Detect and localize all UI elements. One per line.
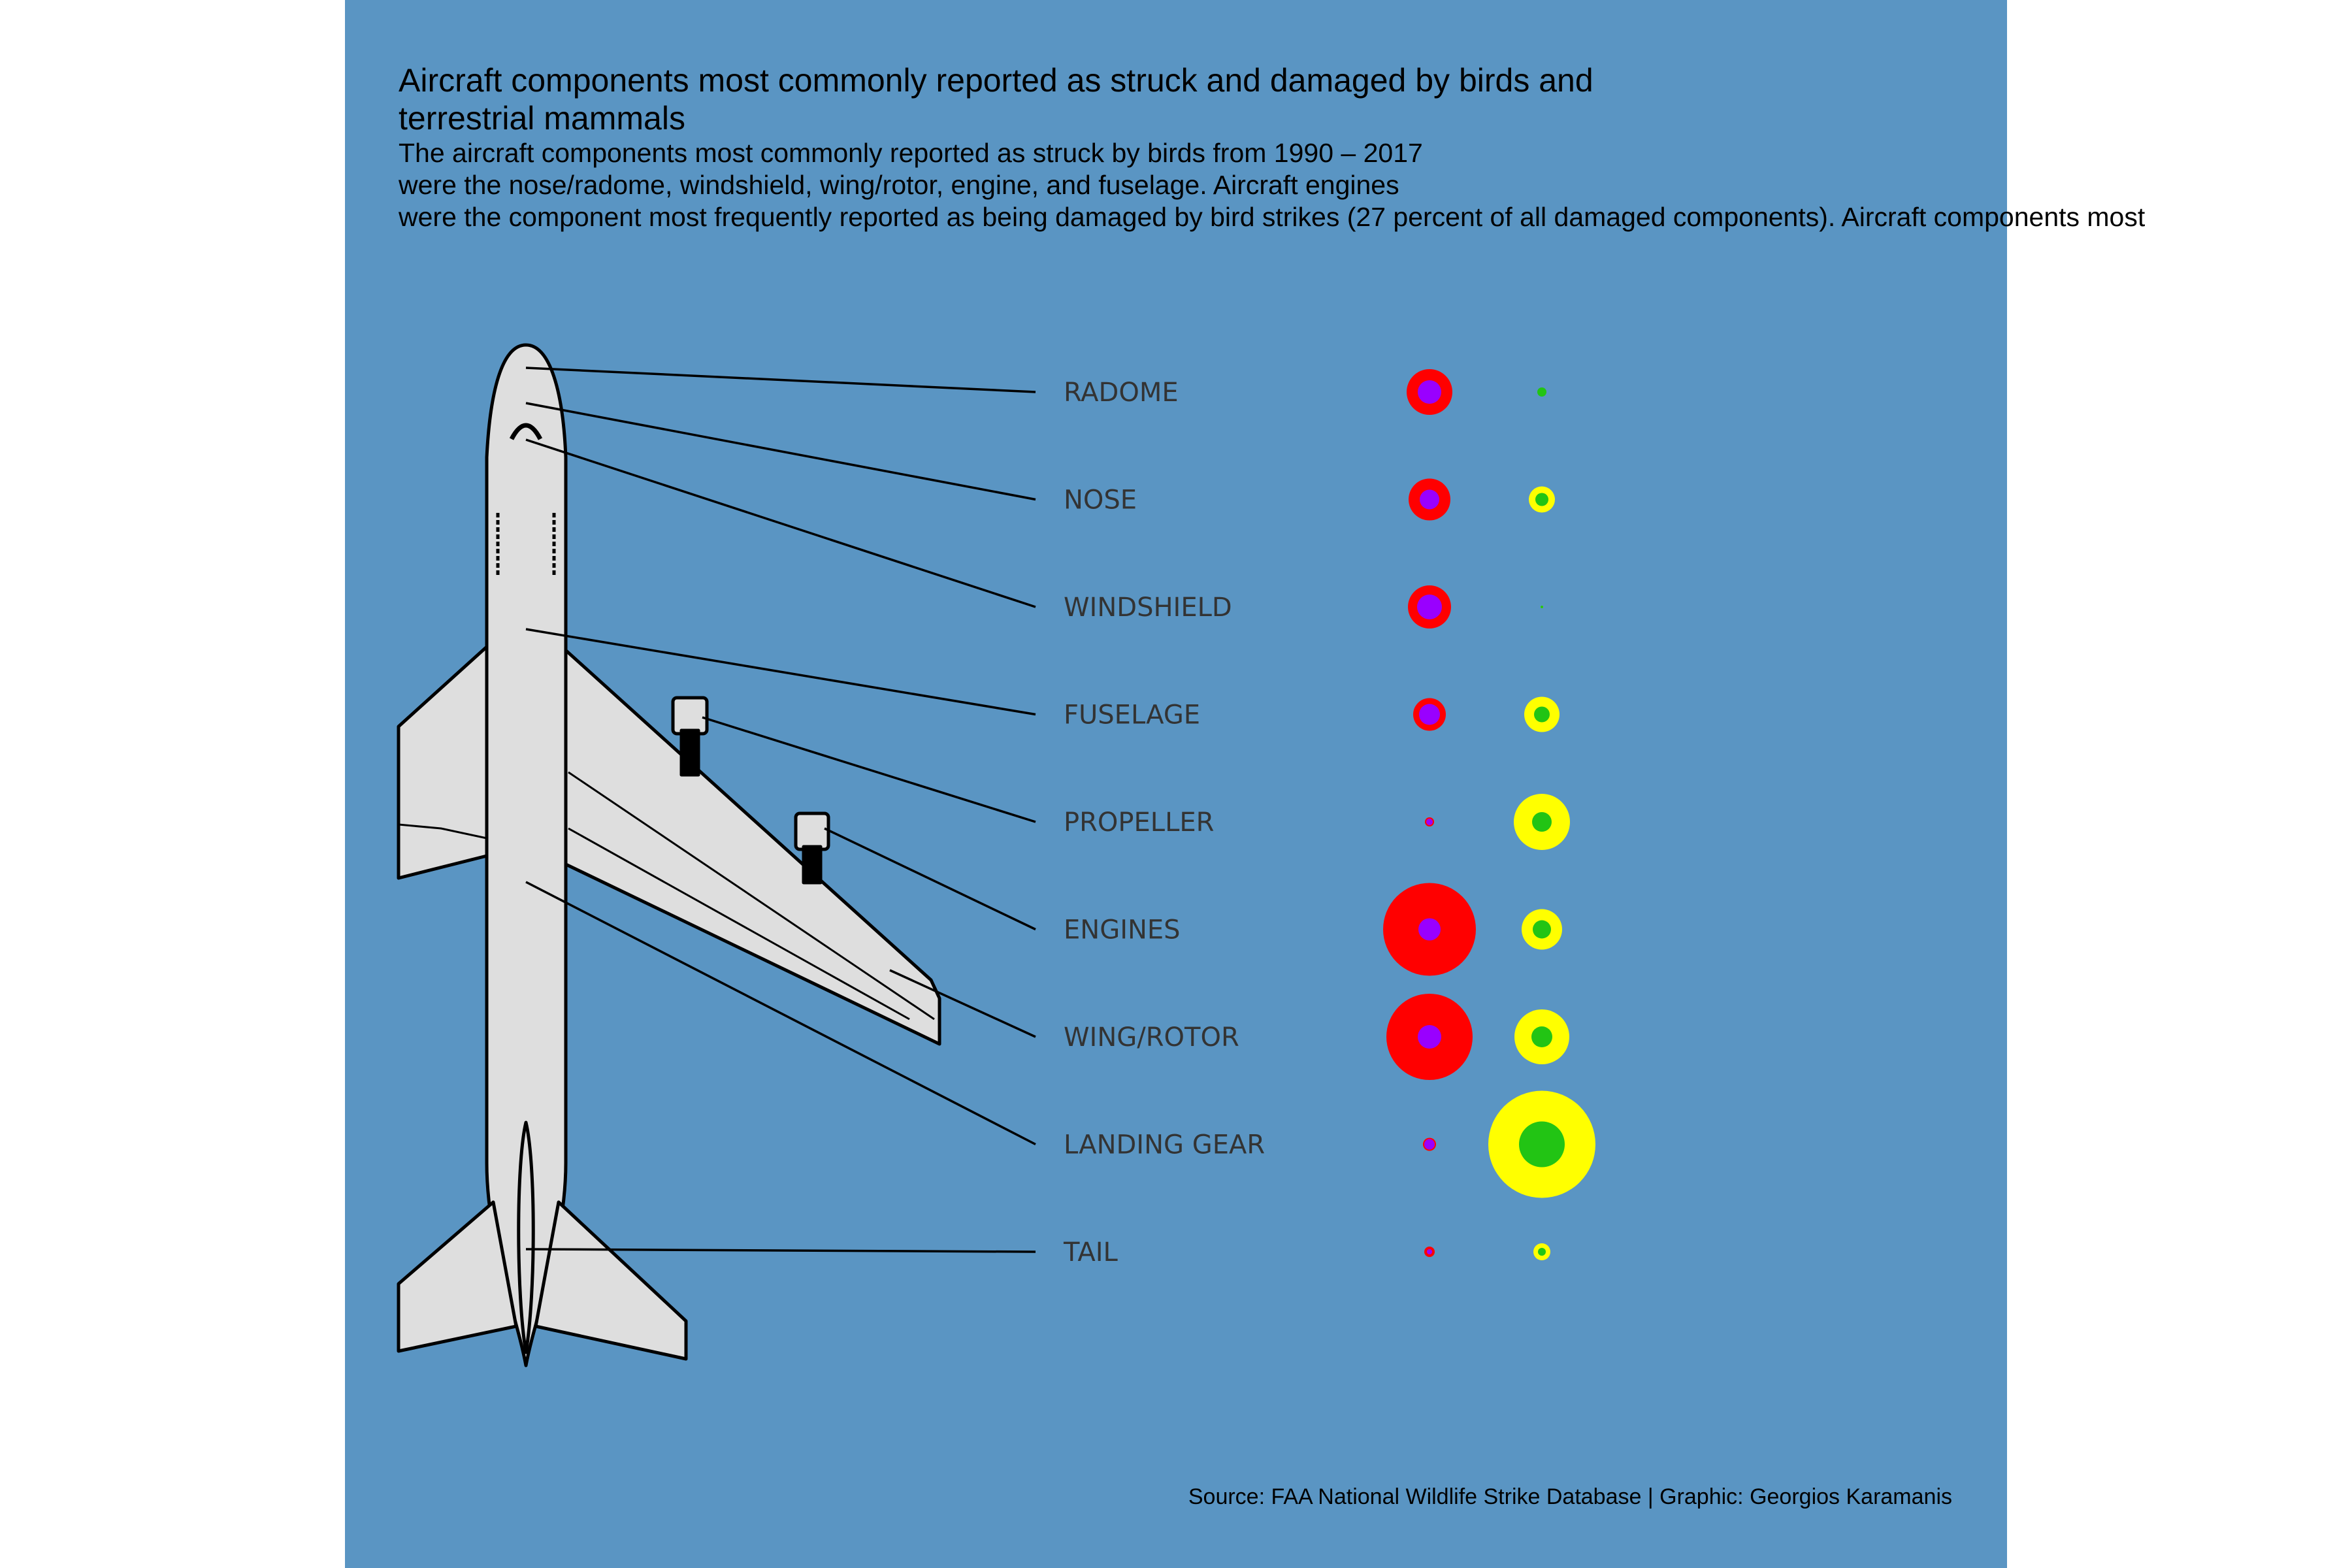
- bubble-mark: [1417, 595, 1442, 619]
- subtitle-line: were the component most frequently repor…: [399, 202, 2146, 232]
- leader-line: [525, 1248, 1036, 1253]
- component-labels: RADOME NOSE WINDSHIELD FUSELAGE PROPELLER ENG…: [1063, 378, 1265, 1267]
- bubble-mark: [1418, 380, 1441, 404]
- subtitle-line: were the nose/radome, windshield, wing/r…: [399, 170, 1399, 200]
- leader-line: [824, 827, 1036, 931]
- right-wing-flap-line-2: [568, 827, 910, 1021]
- aircraft-illustration: [397, 343, 941, 1367]
- engine-inner-pylon: [679, 728, 700, 777]
- vertical-fin: [517, 1120, 535, 1354]
- category-label: ENGINES: [1064, 915, 1181, 945]
- title-block: Aircraft components most commonly report…: [399, 61, 2352, 233]
- chart-title: Aircraft components most commonly report…: [399, 62, 1593, 137]
- left-wing-flap: [398, 823, 487, 840]
- bubble-mark: [1537, 387, 1546, 397]
- chart-subtitle: The aircraft components most commonly re…: [399, 137, 2352, 233]
- leader-line: [702, 716, 1036, 823]
- leader-line: [525, 881, 1036, 1146]
- category-label: NOSE: [1064, 485, 1137, 515]
- fuselage: [485, 343, 568, 1367]
- category-label: LANDING GEAR: [1064, 1130, 1265, 1160]
- leader-line: [525, 438, 1036, 608]
- bubble-mark: [1531, 1026, 1552, 1047]
- bubble-mark: [1541, 606, 1543, 608]
- right-wing-flap-line: [568, 771, 935, 1021]
- category-label: FUSELAGE: [1064, 700, 1200, 730]
- bubble-mark: [1426, 819, 1433, 825]
- leader-line: [889, 969, 1036, 1038]
- bubble-mark: [1424, 1139, 1435, 1150]
- leader-line: [525, 628, 1036, 716]
- engine-outer: [794, 811, 830, 851]
- leader-line: [525, 367, 1036, 393]
- bubble-mark: [1534, 706, 1550, 723]
- bubble-mark: [1535, 493, 1548, 506]
- bubble-mark: [1519, 1121, 1565, 1168]
- bubble-mark: [1419, 704, 1440, 725]
- bubble-mark: [1420, 489, 1439, 510]
- engine-outer-pylon: [802, 845, 823, 885]
- bubble-mark: [1533, 920, 1551, 939]
- right-stabilizer: [534, 1200, 688, 1361]
- category-label: TAIL: [1063, 1237, 1118, 1267]
- bubble-mark: [1532, 812, 1552, 832]
- subtitle-line: The aircraft components most commonly re…: [399, 138, 1423, 168]
- chart-caption: Source: FAA National Wildlife Strike Dat…: [1188, 1484, 1952, 1509]
- category-label: PROPELLER: [1064, 808, 1214, 838]
- bubble-mark: [1427, 1249, 1432, 1254]
- category-label: WINDSHIELD: [1064, 593, 1232, 623]
- category-label: RADOME: [1064, 378, 1179, 408]
- engine-inner: [671, 696, 709, 736]
- windshield: [509, 423, 543, 440]
- bubble-mark: [1418, 1025, 1441, 1049]
- bubble-mark: [1418, 918, 1441, 941]
- leader-line: [525, 402, 1036, 501]
- leader-lines: [525, 367, 1036, 1253]
- category-label: WING/ROTOR: [1064, 1022, 1239, 1053]
- bubble-marks: [1383, 369, 1595, 1260]
- left-stabilizer: [397, 1200, 518, 1353]
- bubble-mark: [1538, 1248, 1546, 1256]
